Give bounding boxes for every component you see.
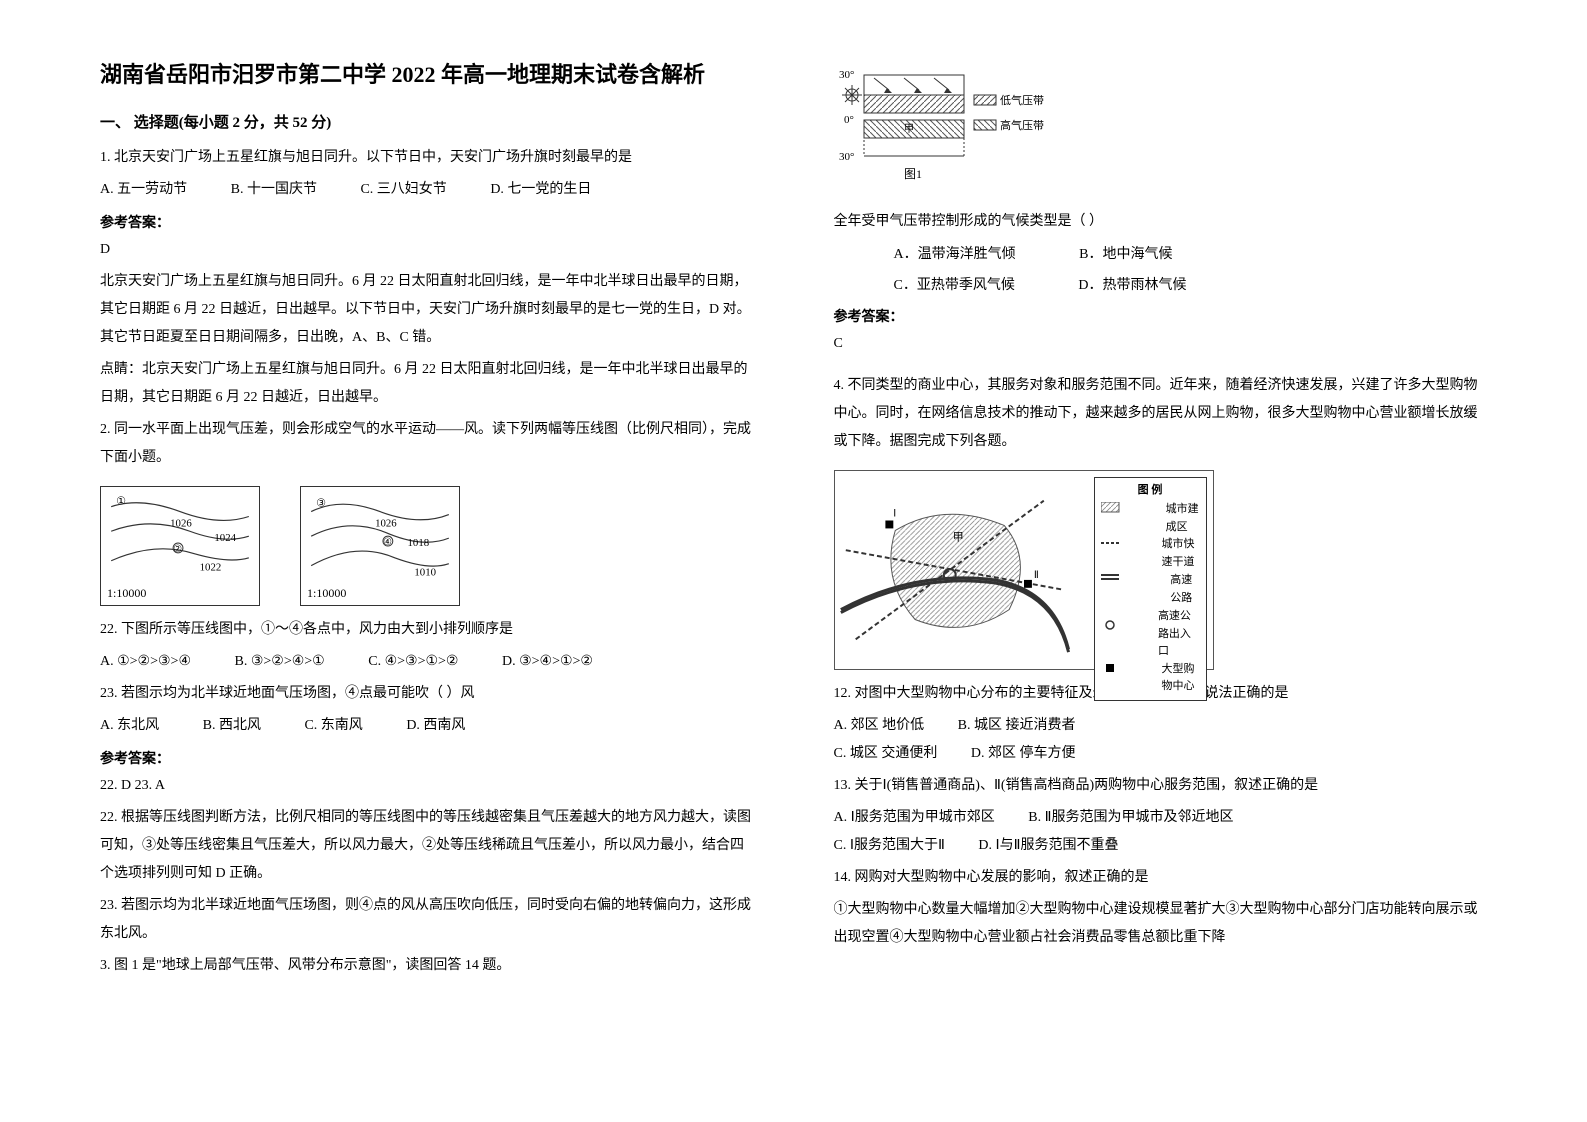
q1-options: A. 五一劳动节 B. 十一国庆节 C. 三八妇女节 D. 七一党的生日 — [100, 176, 754, 204]
svg-text:Ⅱ: Ⅱ — [1033, 570, 1038, 581]
q13-stem: 13. 关于Ⅰ(销售普通商品)、Ⅱ(销售高档商品)两购物中心服务范围，叙述正确的… — [834, 772, 1488, 800]
left-column: 湖南省岳阳市汨罗市第二中学 2022 年高一地理期末试卷含解析 一、 选择题(每… — [100, 60, 754, 1082]
svg-text:1010: 1010 — [414, 566, 436, 578]
svg-text:30°: 30° — [839, 69, 854, 81]
fig1-scale: 1:10000 — [107, 586, 146, 601]
legend-item-5: 大型购物中心 — [1162, 661, 1200, 696]
svg-text:④: ④ — [383, 537, 392, 548]
legend-item-1: 城市建成区 — [1166, 501, 1200, 536]
q3-opt-d: D．热带雨林气候 — [1078, 271, 1186, 302]
q1-answer: D — [100, 236, 754, 264]
q22-options: A. ①>②>③>④ B. ③>②>④>① C. ④>③>①>② D. ③>④>… — [100, 648, 754, 676]
pressure-belt-figure: 30° 0° 甲 30° 低气压带 高气压带 图1 — [834, 60, 1074, 200]
q23-opt-c: C. 东南风 — [304, 712, 362, 740]
q23-opt-d: D. 西南风 — [406, 712, 465, 740]
q1-opt-c: C. 三八妇女节 — [360, 176, 446, 204]
svg-text:1026: 1026 — [170, 517, 192, 529]
q14-choices: ①大型购物中心数量大幅增加②大型购物中心建设规模显著扩大③大型购物中心部分门店功… — [834, 896, 1488, 952]
q12-options: A. 郊区 地价低 B. 城区 接近消费者 C. 城区 交通便利 D. 郊区 停… — [834, 712, 1488, 768]
q23-stem: 23. 若图示均为北半球近地面气压场图，④点最可能吹（ ）风 — [100, 680, 754, 708]
svg-text:低气压带: 低气压带 — [1000, 93, 1044, 107]
q2-stem: 2. 同一水平面上出现气压差，则会形成空气的水平运动——风。读下列两幅等压线图（… — [100, 416, 754, 472]
q13-opt-a: A. Ⅰ服务范围为甲城市郊区 — [834, 804, 995, 832]
q12-opt-b: B. 城区 接近消费者 — [958, 712, 1076, 740]
q3-options: A．温带海洋胜气倾 B．地中海气候 C．亚热带季风气候 D．热带雨林气候 — [834, 240, 1488, 302]
svg-text:高气压带: 高气压带 — [1000, 118, 1044, 132]
q23-opt-a: A. 东北风 — [100, 712, 159, 740]
legend-item-2: 城市快速干道 — [1162, 536, 1200, 571]
q23-options: A. 东北风 B. 西北风 C. 东南风 D. 西南风 — [100, 712, 754, 740]
q4-stem: 4. 不同类型的商业中心，其服务对象和服务范围不同。近年来，随着经济快速发展，兴… — [834, 372, 1488, 456]
svg-text:Ⅰ: Ⅰ — [893, 508, 896, 519]
q3-opt-b: B．地中海气候 — [1079, 240, 1172, 271]
svg-text:甲: 甲 — [904, 124, 914, 135]
q1-ref-label: 参考答案： — [100, 212, 754, 232]
q1-explain-2: 点睛：北京天安门广场上五星红旗与旭日同升。6 月 22 日太阳直射北回归线，是一… — [100, 356, 754, 412]
q22-explain: 22. 根据等压线图判断方法，比例尺相同的等压线图中的等压线越密集且气压差越大的… — [100, 804, 754, 888]
svg-text:1026: 1026 — [375, 517, 397, 529]
q3-intro: 3. 图 1 是"地球上局部气压带、风带分布示意图"，读图回答 14 题。 — [100, 952, 754, 980]
q12-opt-a: A. 郊区 地价低 — [834, 712, 925, 740]
q3-ref-label: 参考答案： — [834, 306, 1488, 326]
q23-explain: 23. 若图示均为北半球近地面气压场图，则④点的风从高压吹向低压，同时受向右偏的… — [100, 892, 754, 948]
svg-text:③: ③ — [316, 497, 326, 509]
q13-opt-c: C. Ⅰ服务范围大于Ⅱ — [834, 832, 945, 860]
q1-explain-1: 北京天安门广场上五星红旗与旭日同升。6 月 22 日太阳直射北回归线，是一年中北… — [100, 268, 754, 352]
fig2-scale: 1:10000 — [307, 586, 346, 601]
q22-opt-a: A. ①>②>③>④ — [100, 648, 191, 676]
q2-answers: 22. D 23. A — [100, 772, 754, 800]
q22-stem: 22. 下图所示等压线图中，①～④各点中，风力由大到小排列顺序是 — [100, 616, 754, 644]
q13-options: A. Ⅰ服务范围为甲城市郊区 B. Ⅱ服务范围为甲城市及邻近地区 C. Ⅰ服务范… — [834, 804, 1488, 860]
svg-text:①: ① — [116, 495, 126, 507]
legend-item-3: 高速公路 — [1170, 572, 1199, 607]
q2-figures: ① 1026 1024 1022 ② 1:10000 ③ 1026 1018 1… — [100, 486, 754, 606]
q13-opt-d: D. Ⅰ与Ⅱ服务范围不重叠 — [978, 832, 1118, 860]
section-1-header: 一、 选择题(每小题 2 分，共 52 分) — [100, 111, 754, 132]
svg-text:30°: 30° — [839, 151, 854, 163]
city-map-figure: 甲 Ⅰ Ⅱ 图 例 城市建成区 城市快速干道 高速公路 高速公路出入口 大型购物… — [834, 470, 1214, 670]
svg-text:1024: 1024 — [214, 532, 236, 544]
q12-opt-c: C. 城区 交通便利 — [834, 740, 938, 768]
map-legend: 图 例 城市建成区 城市快速干道 高速公路 高速公路出入口 大型购物中心 — [1094, 477, 1207, 701]
q1-opt-a: A. 五一劳动节 — [100, 176, 187, 204]
q14-stem: 14. 网购对大型购物中心发展的影响，叙述正确的是 — [834, 864, 1488, 892]
svg-text:图1: 图1 — [904, 167, 922, 181]
q3-opt-c: C．亚热带季风气候 — [894, 271, 1015, 302]
right-column: 30° 0° 甲 30° 低气压带 高气压带 图1 全年受甲气压带控制形成的气候… — [834, 60, 1488, 1082]
q3-opt-a: A．温带海洋胜气倾 — [894, 240, 1016, 271]
q22-opt-c: C. ④>③>①>② — [368, 648, 458, 676]
q13-opt-b: B. Ⅱ服务范围为甲城市及邻近地区 — [1028, 804, 1233, 832]
exam-title: 湖南省岳阳市汨罗市第二中学 2022 年高一地理期末试卷含解析 — [100, 60, 754, 91]
q12-opt-d: D. 郊区 停车方便 — [971, 740, 1076, 768]
q22-opt-d: D. ③>④>①>② — [502, 648, 593, 676]
svg-text:1022: 1022 — [200, 561, 222, 573]
legend-title: 图 例 — [1101, 482, 1200, 500]
svg-text:甲: 甲 — [952, 531, 963, 543]
svg-text:0°: 0° — [844, 114, 854, 126]
svg-text:1018: 1018 — [408, 537, 430, 549]
q1-opt-d: D. 七一党的生日 — [490, 176, 591, 204]
q1-opt-b: B. 十一国庆节 — [231, 176, 317, 204]
svg-text:②: ② — [173, 544, 182, 555]
isobar-figure-1: ① 1026 1024 1022 ② 1:10000 — [100, 486, 260, 606]
isobar-figure-2: ③ 1026 1018 1010 ④ 1:10000 — [300, 486, 460, 606]
q3-stem: 全年受甲气压带控制形成的气候类型是（ ） — [834, 208, 1488, 236]
q3-answer: C — [834, 330, 1488, 358]
q22-opt-b: B. ③>②>④>① — [235, 648, 325, 676]
q23-opt-b: B. 西北风 — [203, 712, 261, 740]
q2-ref-label: 参考答案： — [100, 748, 754, 768]
q1-stem: 1. 北京天安门广场上五星红旗与旭日同升。以下节日中，天安门广场升旗时刻最早的是 — [100, 144, 754, 172]
legend-item-4: 高速公路出入口 — [1158, 608, 1200, 661]
